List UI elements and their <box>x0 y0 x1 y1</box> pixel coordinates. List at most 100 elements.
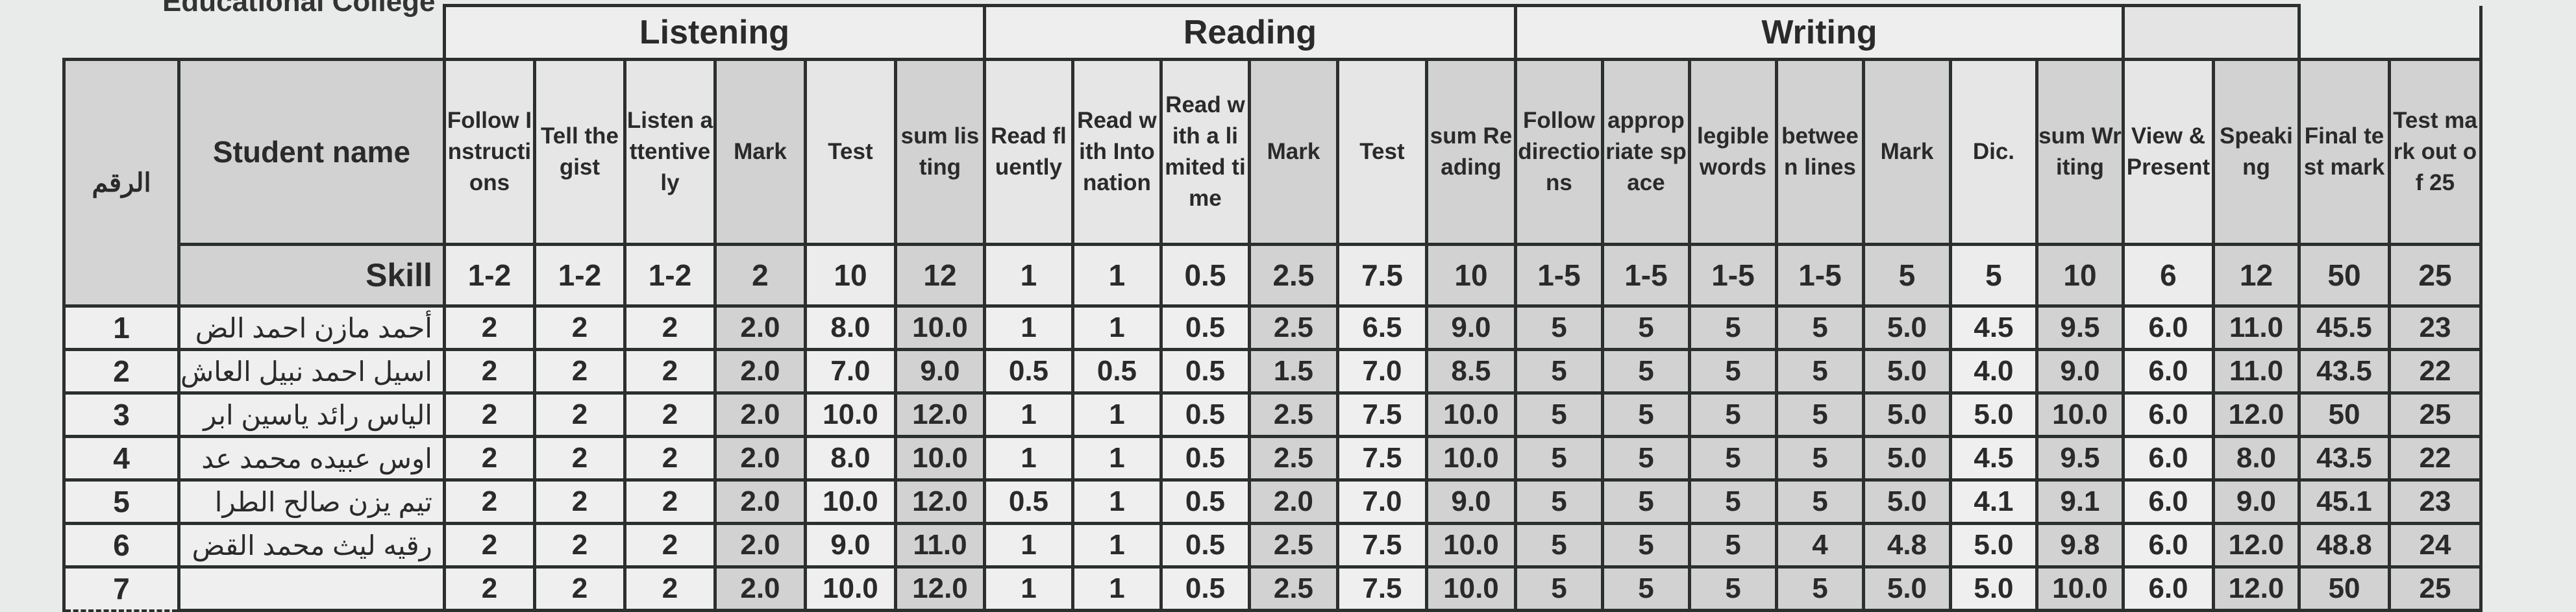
skill-value: 1-5 <box>1600 243 1691 308</box>
grade-cell: 6.0 <box>2121 304 2215 351</box>
grade-cell: 1.5 <box>1247 348 1339 395</box>
skill-value: 5 <box>1948 243 2038 308</box>
grade-cell: 5.0 <box>1861 435 1952 482</box>
grade-cell: 9.8 <box>2035 522 2125 569</box>
grade-cell: 10.0 <box>1424 435 1517 482</box>
grade-cell: 23 <box>2387 478 2483 525</box>
header-column: Mark <box>1861 58 1952 246</box>
grade-cell: 9.0 <box>1424 478 1517 525</box>
grades-table: Listening Reading Writing الرقم Student … <box>62 4 2483 612</box>
table-row: 7 2 2 2 2.0 10.0 12.0 1 1 0.5 2.5 7.5 10.0 5 5 5 5 5.0 5.0… <box>62 565 2483 612</box>
skill-value: 12 <box>2211 243 2301 308</box>
grade-cell: 0.5 <box>1159 565 1251 612</box>
skill-value: 5 <box>1861 243 1952 308</box>
grade-cell: 5 <box>1513 478 1604 525</box>
row-number: 3 <box>62 391 180 438</box>
skill-value: 1-5 <box>1513 243 1604 308</box>
grade-cell: 2 <box>442 304 536 351</box>
grade-cell: 5.0 <box>1948 522 2038 569</box>
skill-value: 12 <box>893 243 986 308</box>
header-column: sum Writing <box>2035 58 2125 246</box>
grade-cell: 2.0 <box>713 478 807 525</box>
skill-value: 1-5 <box>1774 243 1865 308</box>
grade-cell: 45.5 <box>2297 304 2391 351</box>
grade-cell: 5 <box>1600 478 1691 525</box>
grade-cell: 2.0 <box>713 522 807 569</box>
grade-cell: 5 <box>1687 304 1778 351</box>
grade-cell: 2.0 <box>713 304 807 351</box>
skill-value: 1 <box>1071 243 1163 308</box>
grade-cell: 1 <box>982 565 1074 612</box>
grade-cell: 2 <box>623 304 717 351</box>
grade-cell: 1 <box>982 304 1074 351</box>
grade-cell: 43.5 <box>2297 435 2391 482</box>
grade-cell: 5 <box>1600 565 1691 612</box>
grade-cell: 5 <box>1687 435 1778 482</box>
grade-cell: 2 <box>623 435 717 482</box>
grade-cell: 5.0 <box>1861 304 1952 351</box>
section-writing: Writing <box>1513 4 2125 61</box>
grade-cell: 0.5 <box>1159 435 1251 482</box>
grade-cell: 0.5 <box>982 348 1074 395</box>
grade-cell: 11.0 <box>2211 304 2301 351</box>
grade-cell: 0.5 <box>1159 522 1251 569</box>
grade-cell: 7.0 <box>1335 478 1428 525</box>
header-column: legible words <box>1687 58 1778 246</box>
student-name <box>177 565 446 612</box>
skill-value: 25 <box>2387 243 2483 308</box>
grade-cell: 10.0 <box>2035 391 2125 438</box>
grade-cell: 9.0 <box>1424 304 1517 351</box>
grade-cell: 9.0 <box>2035 348 2125 395</box>
grade-cell: 4.0 <box>1948 348 2038 395</box>
grade-cell: 6.0 <box>2121 522 2215 569</box>
header-column: sum listing <box>893 58 986 246</box>
header-column: Dic. <box>1948 58 2038 246</box>
grade-cell: 1 <box>1071 391 1163 438</box>
grade-cell: 50 <box>2297 391 2391 438</box>
grade-cell: 5 <box>1774 435 1865 482</box>
grade-cell: 1 <box>1071 478 1163 525</box>
student-name: اوس عبيده محمد عد <box>177 435 446 482</box>
skill-label: Skill <box>177 243 446 308</box>
grade-cell: 2.0 <box>713 435 807 482</box>
grade-cell: 1 <box>1071 565 1163 612</box>
grade-cell: 9.1 <box>2035 478 2125 525</box>
grade-cell: 2 <box>623 348 717 395</box>
grade-cell: 2.5 <box>1247 435 1339 482</box>
grade-cell: 50 <box>2297 565 2391 612</box>
grade-cell: 8.5 <box>1424 348 1517 395</box>
grade-cell: 2 <box>623 522 717 569</box>
header-column: Test mark out of 25 <box>2387 58 2483 246</box>
skill-value: 50 <box>2297 243 2391 308</box>
header-column: View & Present <box>2121 58 2215 246</box>
grade-cell: 5 <box>1687 391 1778 438</box>
grade-cell: 7.5 <box>1335 565 1428 612</box>
grade-cell: 45.1 <box>2297 478 2391 525</box>
row-number: 7 <box>62 565 180 612</box>
grade-cell: 2 <box>532 522 626 569</box>
row-number: 4 <box>62 435 180 482</box>
grade-cell: 7.5 <box>1335 435 1428 482</box>
skill-value: 1 <box>982 243 1074 308</box>
grade-cell: 5 <box>1600 391 1691 438</box>
header-column: Test <box>1335 58 1428 246</box>
grade-cell: 0.5 <box>1159 348 1251 395</box>
grade-cell: 8.0 <box>803 304 897 351</box>
grade-cell: 9.5 <box>2035 435 2125 482</box>
grade-cell: 1 <box>982 391 1074 438</box>
skill-value: 10 <box>1424 243 1517 308</box>
grade-cell: 6.0 <box>2121 435 2215 482</box>
grade-cell: 9.5 <box>2035 304 2125 351</box>
header-column: Final test mark <box>2297 58 2391 246</box>
grade-cell: 10.0 <box>803 478 897 525</box>
grade-cell: 1 <box>1071 304 1163 351</box>
table-row: 3 الياس رائد ياسين ابر 2 2 2 2.0 10.0 12.0 1 1 0.5… <box>62 391 2483 438</box>
header-column: Read with a limited time <box>1159 58 1251 246</box>
grade-cell: 9.0 <box>2211 478 2301 525</box>
grade-cell: 10.0 <box>1424 565 1517 612</box>
grade-cell: 5 <box>1774 391 1865 438</box>
student-name: رقيه ليث محمد القض <box>177 522 446 569</box>
header-column: Listen attentively <box>623 58 717 246</box>
grade-cell: 5 <box>1600 522 1691 569</box>
skill-value: 7.5 <box>1335 243 1428 308</box>
